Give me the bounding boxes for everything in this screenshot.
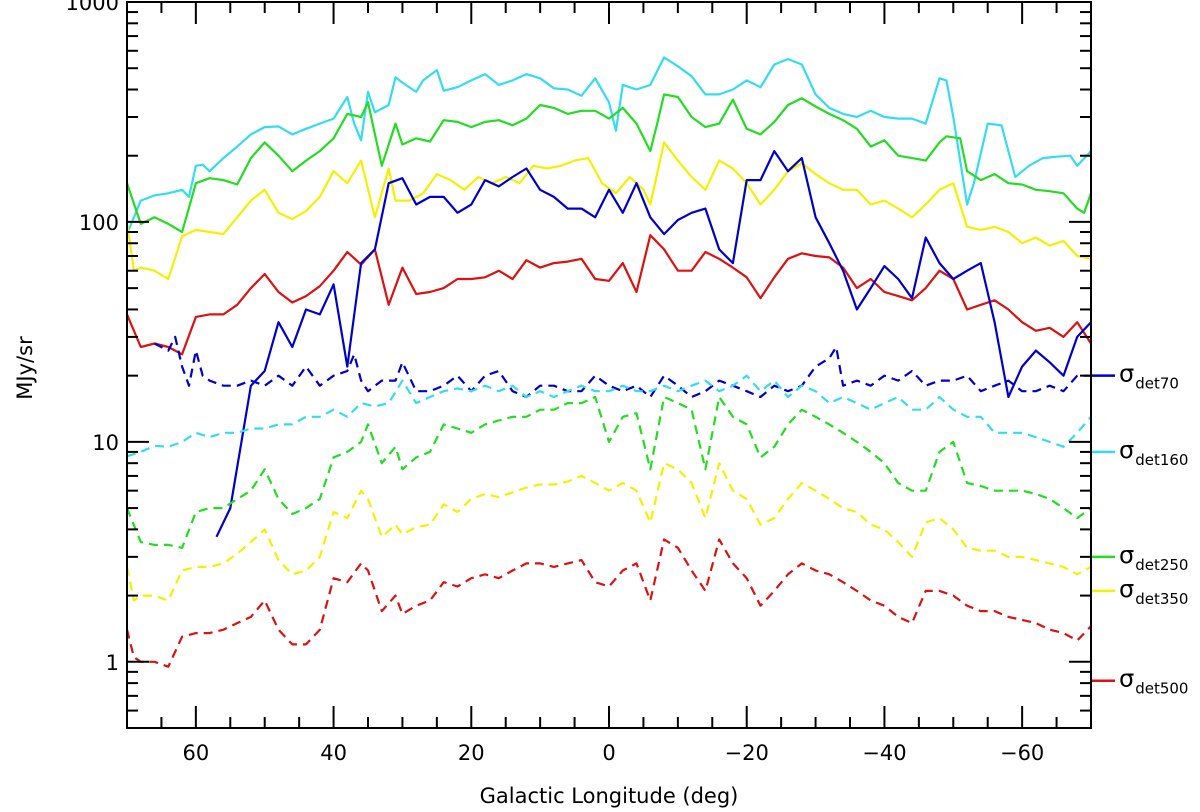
x-tick-label: −40: [862, 741, 906, 765]
y-tick-labels: 1 10 100 1000: [66, 0, 119, 675]
series-line-c160-dashed: [126, 374, 1092, 458]
x-tick-label: 0: [602, 741, 615, 765]
y-tick-label: 1000: [66, 0, 119, 15]
series-line-c350-solid: [125, 141, 1092, 281]
x-tick-label: 40: [320, 741, 347, 765]
series-line-c350-dashed: [125, 462, 1092, 602]
y-axis-title: MJy/sr: [13, 336, 37, 400]
x-tick-label: 20: [458, 741, 485, 765]
sigma-label: σdet500: [1119, 665, 1188, 698]
series-line-c500-solid: [125, 234, 1092, 356]
axis-ticks: [126, 1, 1092, 729]
series-line-c250-solid: [125, 93, 1093, 234]
series-line-c160-solid: [125, 56, 1092, 235]
series-layer: [125, 56, 1093, 668]
series-line-c250-dashed: [125, 395, 1092, 549]
sigma-label: σdet350: [1119, 575, 1188, 608]
x-tick-label: −60: [1000, 741, 1044, 765]
x-tick-label: −20: [725, 741, 769, 765]
sigma-label: σdet250: [1119, 541, 1188, 574]
series-line-c70-solid: [215, 150, 1092, 538]
x-tick-labels: 60 40 20 0 −20 −40 −60: [182, 741, 1044, 765]
y-tick-label: 10: [92, 431, 119, 455]
series-line-c500-dashed: [125, 538, 1092, 668]
series-line-c70-dashed: [153, 335, 1091, 399]
sigma-label: σdet160: [1119, 436, 1188, 469]
x-tick-label: 60: [182, 741, 209, 765]
y-tick-label: 1: [106, 651, 119, 675]
sigma-label: σdet70: [1119, 360, 1179, 393]
y-tick-label: 100: [79, 211, 119, 235]
x-axis-title: Galactic Longitude (deg): [480, 784, 739, 808]
plot-frame: [126, 1, 1092, 729]
